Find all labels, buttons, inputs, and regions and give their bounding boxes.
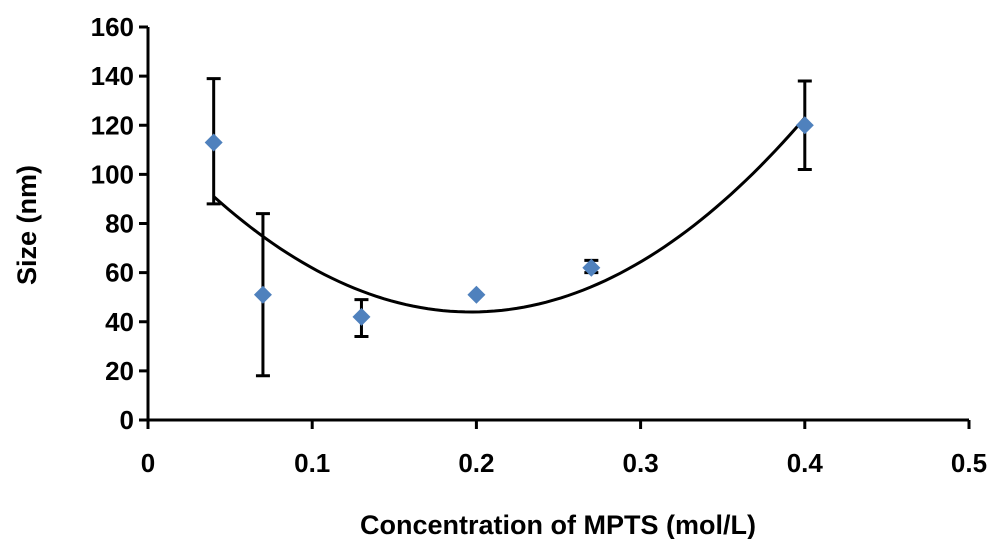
y-tick-label: 80 xyxy=(105,209,134,239)
error-bar-layer xyxy=(206,77,812,378)
data-point xyxy=(253,285,272,304)
marker-layer xyxy=(204,116,814,326)
x-tick-label: 0.1 xyxy=(294,448,330,478)
data-point xyxy=(204,133,223,152)
y-axis-title: Size (nm) xyxy=(12,165,42,285)
y-tick-label: 140 xyxy=(91,61,134,91)
y-tick-label: 160 xyxy=(91,12,134,42)
data-point xyxy=(582,258,601,277)
x-tick-label: 0 xyxy=(141,448,155,478)
data-point xyxy=(795,116,814,135)
y-tick-label: 40 xyxy=(105,307,134,337)
trendline xyxy=(212,116,806,314)
y-tick-label: 0 xyxy=(120,405,134,435)
y-tick-label: 120 xyxy=(91,110,134,140)
x-tick-label: 0.2 xyxy=(458,448,494,478)
axes xyxy=(146,27,969,422)
data-point xyxy=(352,307,371,326)
x-tick-label: 0.4 xyxy=(787,448,824,478)
x-tick-label: 0.5 xyxy=(951,448,987,478)
y-tick-label: 20 xyxy=(105,356,134,386)
y-tick-label: 100 xyxy=(91,159,134,189)
ticks: 0 20 40 60 80 100 120 140 160 0 0.1 0.2 0.3 0.4 0.5 xyxy=(91,12,987,478)
y-tick-label: 60 xyxy=(105,258,134,288)
trendline-layer xyxy=(212,116,806,314)
x-axis-title: Concentration of MPTS (mol/L) xyxy=(360,510,756,539)
x-tick-label: 0.3 xyxy=(623,448,659,478)
data-point xyxy=(467,285,486,304)
